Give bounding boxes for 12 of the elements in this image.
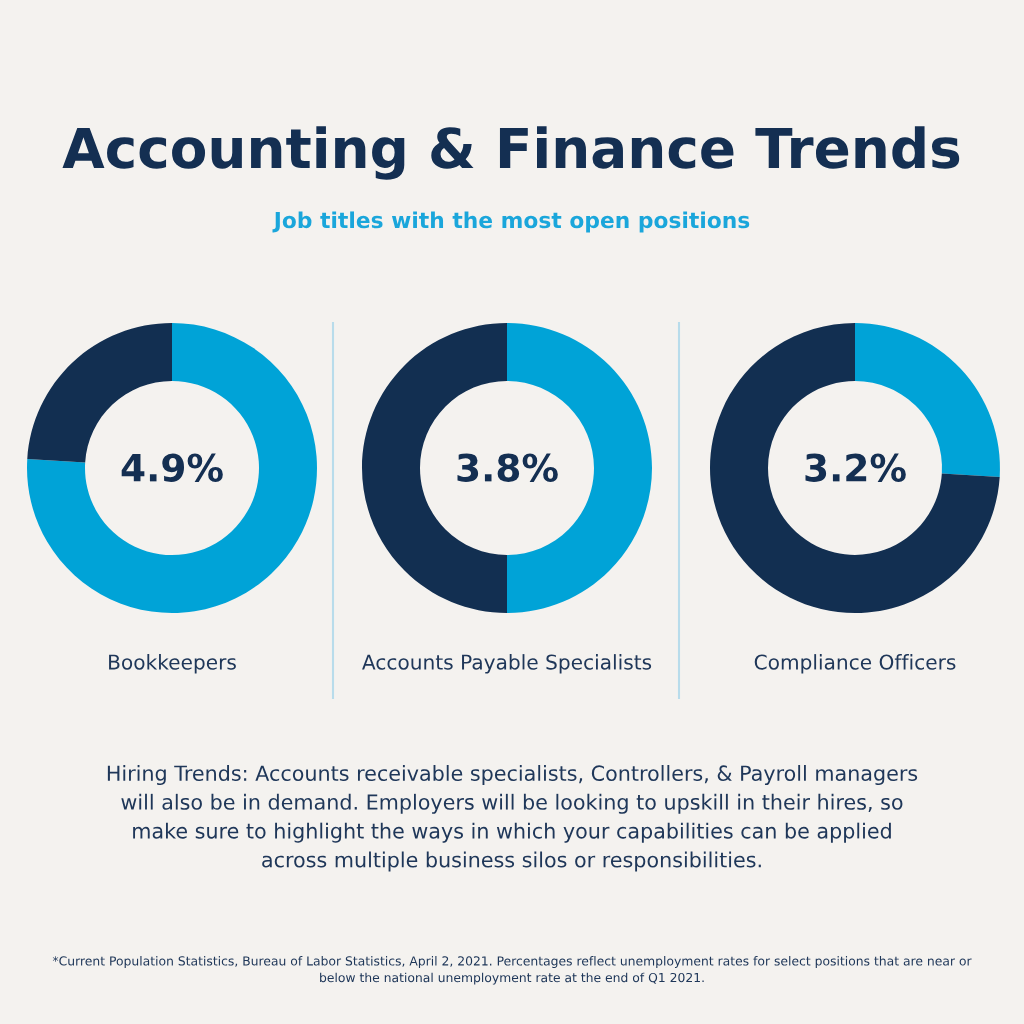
text: Bookkeepers xyxy=(109,654,236,674)
donut-slice xyxy=(710,323,1000,613)
text: Accounts Payable Specialists xyxy=(362,654,652,674)
donut-slice xyxy=(27,323,317,613)
text: *Current Population Statistics, Bureau of Labor Statistics, April 2, 2021. Percentages reflect unemployment rates for select positions that are near or below the national unemployment rate at the end of Q1 2021. xyxy=(52,956,972,985)
text: 3.8% xyxy=(457,453,558,482)
text: Accounting & Finance Trends xyxy=(62,126,960,180)
text: Hiring Trends: Accounts receivable specialists, Controllers, & Payroll managers will also be in demand. Employers will be looking to upskill in their hires, so make sure to highlight the ways in which your capabilities can be applied across multiple business silos or responsibilities. xyxy=(107,765,918,872)
text: 4.9% xyxy=(121,453,223,482)
text: Compliance Officers xyxy=(754,654,956,674)
text: 3.2% xyxy=(805,453,906,482)
text: Job titles with the most open positions xyxy=(272,211,750,233)
